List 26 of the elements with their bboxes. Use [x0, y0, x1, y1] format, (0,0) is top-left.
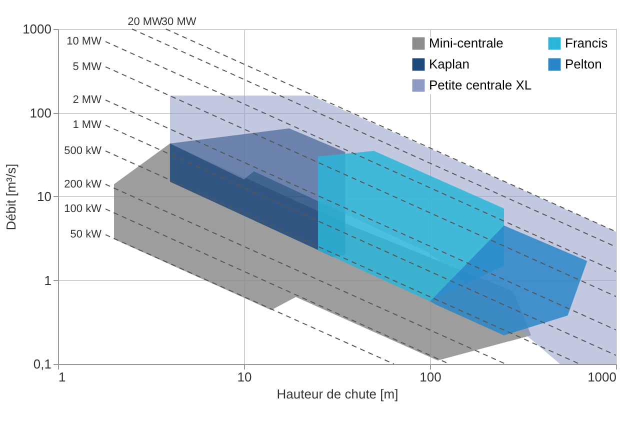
series-label: 500 kW — [64, 144, 102, 157]
series-label: 1 MW — [72, 119, 102, 132]
x-tick-label: 1 — [58, 370, 66, 384]
x-tick-label: 10 — [237, 370, 252, 384]
y-tick-label: 10 — [37, 189, 52, 204]
series-label: 200 kW — [64, 178, 102, 190]
x-axis-title: Hauteur de chute [m] — [276, 386, 398, 402]
x-tick-label: 100 — [420, 370, 442, 384]
series-label: 10 MW — [66, 36, 102, 48]
legend-label: Mini-centrale — [429, 36, 504, 51]
series-label: 100 kW — [64, 202, 102, 215]
series-label: 2 MW — [72, 94, 102, 106]
y-axis-title: Débit [m³/s] — [4, 164, 19, 230]
legend-label: Kaplan — [429, 56, 470, 72]
y-tick-label: 1000 — [22, 22, 52, 36]
y-tick-label: 1 — [44, 272, 52, 288]
x-tick-label: 1000 — [588, 370, 616, 384]
series-label: 50 kW — [70, 228, 102, 241]
y-tick-label: 100 — [30, 105, 52, 120]
legend-label: Francis — [565, 36, 608, 51]
series-label: 5 MW — [72, 60, 102, 73]
y-tick-label: 0,1 — [33, 356, 52, 372]
legend-label: Pelton — [565, 56, 602, 72]
series-label: 20 MW — [128, 16, 164, 28]
legend-label: Petite centrale XL — [429, 78, 532, 92]
series-label: 30 MW — [161, 16, 197, 28]
